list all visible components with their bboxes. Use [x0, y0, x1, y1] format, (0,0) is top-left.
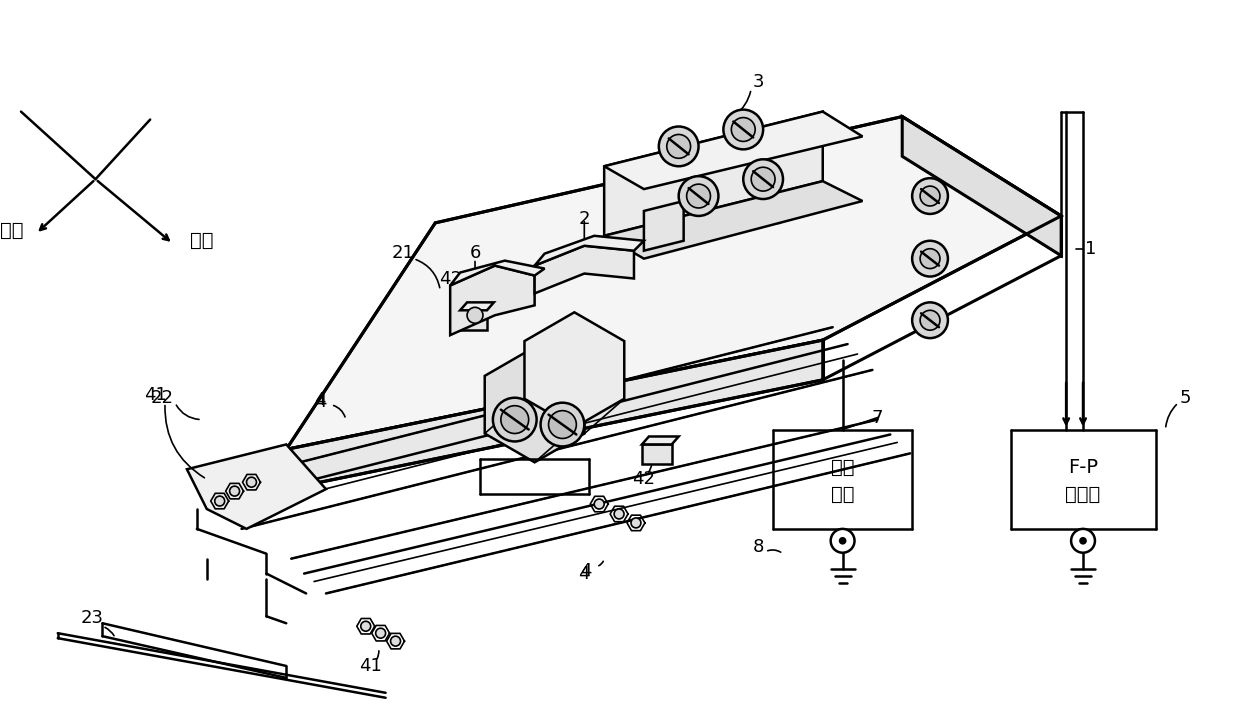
Text: 23: 23 — [81, 609, 104, 628]
Text: 42: 42 — [632, 471, 656, 488]
Circle shape — [687, 184, 711, 208]
Circle shape — [732, 118, 755, 141]
Circle shape — [376, 628, 386, 638]
Text: 电源: 电源 — [831, 485, 854, 503]
Text: 8: 8 — [753, 538, 764, 555]
Circle shape — [594, 499, 604, 509]
Text: 42: 42 — [439, 269, 461, 288]
Polygon shape — [642, 444, 672, 464]
Polygon shape — [450, 261, 544, 286]
Polygon shape — [286, 116, 1061, 449]
Circle shape — [631, 518, 641, 528]
Polygon shape — [534, 246, 634, 293]
Polygon shape — [286, 340, 822, 489]
Polygon shape — [450, 266, 534, 335]
Circle shape — [247, 477, 257, 487]
Text: 5: 5 — [1179, 388, 1192, 407]
Text: 4: 4 — [314, 391, 326, 408]
Polygon shape — [604, 111, 863, 189]
Circle shape — [723, 110, 763, 149]
Circle shape — [541, 403, 584, 446]
Circle shape — [920, 248, 940, 268]
Text: 41: 41 — [144, 386, 166, 403]
Polygon shape — [485, 347, 584, 462]
Circle shape — [751, 167, 775, 191]
Circle shape — [913, 302, 947, 338]
Circle shape — [743, 159, 782, 199]
Circle shape — [391, 636, 401, 646]
Circle shape — [215, 496, 224, 506]
Polygon shape — [460, 302, 494, 311]
Polygon shape — [460, 311, 487, 330]
Text: 41: 41 — [360, 657, 382, 675]
Text: 驱动: 驱动 — [831, 458, 854, 477]
Polygon shape — [187, 444, 326, 529]
Circle shape — [920, 311, 940, 330]
Circle shape — [361, 621, 371, 631]
Polygon shape — [534, 236, 644, 266]
Circle shape — [831, 529, 854, 553]
Circle shape — [839, 538, 846, 544]
Circle shape — [229, 486, 239, 496]
Text: 4: 4 — [580, 562, 591, 580]
Text: 22: 22 — [150, 388, 174, 407]
Polygon shape — [642, 436, 678, 444]
Text: 解调仪: 解调仪 — [1065, 485, 1101, 503]
Text: 4: 4 — [579, 565, 590, 583]
Text: 1: 1 — [1085, 240, 1096, 258]
Circle shape — [658, 126, 698, 166]
Circle shape — [548, 411, 577, 438]
Polygon shape — [903, 116, 1061, 256]
Text: F-P: F-P — [1068, 458, 1099, 477]
Text: 6: 6 — [469, 243, 481, 262]
Circle shape — [501, 406, 528, 433]
Text: 7: 7 — [872, 408, 883, 426]
Circle shape — [667, 134, 691, 159]
Circle shape — [678, 176, 718, 216]
Circle shape — [494, 398, 537, 441]
Polygon shape — [644, 201, 683, 251]
Circle shape — [1080, 538, 1086, 544]
Circle shape — [614, 509, 624, 519]
Circle shape — [1071, 529, 1095, 553]
Polygon shape — [525, 312, 624, 428]
Text: 3: 3 — [753, 73, 764, 91]
Text: 4: 4 — [315, 393, 327, 411]
Circle shape — [467, 307, 482, 323]
Circle shape — [913, 241, 947, 276]
Polygon shape — [604, 111, 822, 236]
Text: 纵向: 纵向 — [0, 221, 24, 241]
Text: 2: 2 — [579, 210, 590, 228]
Text: 21: 21 — [392, 243, 415, 262]
Text: 横向: 横向 — [190, 231, 213, 251]
Circle shape — [920, 186, 940, 206]
Circle shape — [913, 178, 947, 214]
Polygon shape — [604, 181, 863, 258]
